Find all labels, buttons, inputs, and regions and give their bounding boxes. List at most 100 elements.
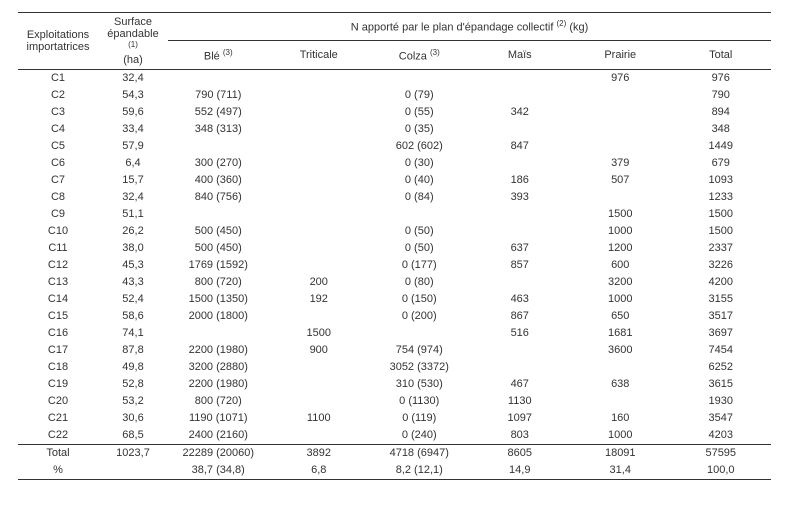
cell-id: % <box>18 462 98 480</box>
cell-tri <box>269 189 370 206</box>
cell-ble: 1769 (1592) <box>168 257 269 274</box>
cell-tri: 3892 <box>269 444 370 462</box>
cell-mais <box>470 87 571 104</box>
cell-tri <box>269 138 370 155</box>
cell-surf: 52,4 <box>98 291 168 308</box>
cell-surf: 33,4 <box>98 121 168 138</box>
cell-colza: 0 (150) <box>369 291 470 308</box>
header-group-unit: (kg) <box>569 22 588 34</box>
cell-colza: 0 (55) <box>369 104 470 121</box>
cell-surf: 32,4 <box>98 189 168 206</box>
cell-surf: 59,6 <box>98 104 168 121</box>
cell-ble: 552 (497) <box>168 104 269 121</box>
table-row: C2053,2800 (720)0 (1130)11301930 <box>18 393 771 410</box>
cell-ble: 2200 (1980) <box>168 376 269 393</box>
cell-tot: 7454 <box>671 342 772 359</box>
cell-id: C12 <box>18 257 98 274</box>
cell-colza <box>369 325 470 342</box>
cell-surf: 15,7 <box>98 172 168 189</box>
table-row: C951,115001500 <box>18 206 771 223</box>
cell-ble: 790 (711) <box>168 87 269 104</box>
cell-tri <box>269 376 370 393</box>
cell-id: C11 <box>18 240 98 257</box>
cell-tot: 790 <box>671 87 772 104</box>
cell-prairie: 1500 <box>570 206 671 223</box>
header-colza: Colza (3) <box>369 41 470 69</box>
table-header: Exploitations importatrices Surface épan… <box>18 13 771 70</box>
cell-ble <box>168 206 269 223</box>
cell-prairie: 1000 <box>570 427 671 445</box>
header-ble: Blé (3) <box>168 41 269 69</box>
cell-mais: 393 <box>470 189 571 206</box>
cell-ble: 840 (756) <box>168 189 269 206</box>
cell-surf: 57,9 <box>98 138 168 155</box>
cell-surf: 52,8 <box>98 376 168 393</box>
table-row: C1138,0500 (450)0 (50)63712002337 <box>18 240 771 257</box>
cell-tot: 679 <box>671 155 772 172</box>
cell-colza: 0 (119) <box>369 410 470 427</box>
cell-tot: 3155 <box>671 291 772 308</box>
cell-ble: 22289 (20060) <box>168 444 269 462</box>
table-row: C715,7400 (360)0 (40)1865071093 <box>18 172 771 189</box>
cell-prairie <box>570 189 671 206</box>
cell-ble <box>168 138 269 155</box>
cell-mais <box>470 69 571 87</box>
cell-tri <box>269 121 370 138</box>
cell-id: C16 <box>18 325 98 342</box>
cell-ble: 348 (313) <box>168 121 269 138</box>
cell-mais: 516 <box>470 325 571 342</box>
cell-tot: 348 <box>671 121 772 138</box>
cell-id: C15 <box>18 308 98 325</box>
cell-id: C6 <box>18 155 98 172</box>
table-row: C2268,52400 (2160)0 (240)80310004203 <box>18 427 771 445</box>
cell-mais <box>470 223 571 240</box>
cell-prairie <box>570 87 671 104</box>
cell-colza: 0 (50) <box>369 223 470 240</box>
cell-prairie <box>570 104 671 121</box>
cell-tri: 192 <box>269 291 370 308</box>
cell-surf: 1023,7 <box>98 444 168 462</box>
cell-tot: 3517 <box>671 308 772 325</box>
cell-colza: 0 (35) <box>369 121 470 138</box>
cell-prairie: 976 <box>570 69 671 87</box>
cell-id: C1 <box>18 69 98 87</box>
cell-prairie: 3600 <box>570 342 671 359</box>
cell-tri <box>269 104 370 121</box>
cell-tot: 1093 <box>671 172 772 189</box>
cell-tot: 6252 <box>671 359 772 376</box>
table-row: %38,7 (34,8)6,88,2 (12,1)14,931,4100,0 <box>18 462 771 480</box>
cell-surf: 32,4 <box>98 69 168 87</box>
cell-ble: 1190 (1071) <box>168 410 269 427</box>
cell-mais: 1130 <box>470 393 571 410</box>
cell-mais <box>470 359 571 376</box>
cell-mais: 467 <box>470 376 571 393</box>
cell-tri <box>269 393 370 410</box>
cell-tot: 1500 <box>671 223 772 240</box>
cell-tot: 3615 <box>671 376 772 393</box>
cell-mais: 14,9 <box>470 462 571 480</box>
cell-prairie: 1200 <box>570 240 671 257</box>
cell-id: C8 <box>18 189 98 206</box>
cell-colza: 0 (79) <box>369 87 470 104</box>
cell-tot: 1500 <box>671 206 772 223</box>
cell-colza: 0 (30) <box>369 155 470 172</box>
cell-prairie: 650 <box>570 308 671 325</box>
cell-tri <box>269 172 370 189</box>
cell-colza: 0 (50) <box>369 240 470 257</box>
cell-tri <box>269 427 370 445</box>
header-group-text: N apporté par le plan d'épandage collect… <box>351 22 554 34</box>
table-row: C359,6552 (497)0 (55)342894 <box>18 104 771 121</box>
cell-colza: 754 (974) <box>369 342 470 359</box>
cell-tot: 57595 <box>671 444 772 462</box>
cell-mais: 867 <box>470 308 571 325</box>
cell-ble: 500 (450) <box>168 240 269 257</box>
table-row: C1849,83200 (2880)3052 (3372)6252 <box>18 359 771 376</box>
cell-surf: 26,2 <box>98 223 168 240</box>
cell-mais: 637 <box>470 240 571 257</box>
cell-tot: 4203 <box>671 427 772 445</box>
cell-prairie <box>570 393 671 410</box>
cell-tri <box>269 308 370 325</box>
header-mais: Maïs <box>470 41 571 69</box>
cell-ble <box>168 325 269 342</box>
cell-id: C13 <box>18 274 98 291</box>
